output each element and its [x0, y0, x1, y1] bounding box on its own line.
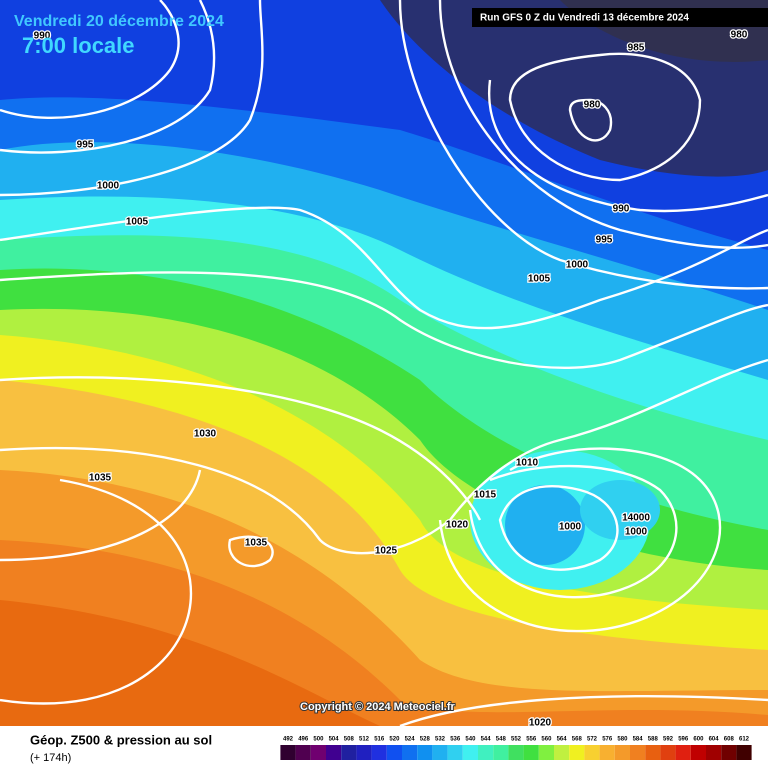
isobar-label: 990	[34, 31, 51, 42]
scale-swatch	[630, 745, 646, 760]
color-scale: 492 496 500 504 508 512 516 520 524 528 532 536 540 5…	[280, 737, 752, 760]
isobar-label: 1015	[474, 490, 497, 501]
scale-swatch	[645, 745, 661, 760]
isobar-label: 1000	[97, 181, 120, 192]
scale-swatch	[478, 745, 494, 760]
scale-label: 576	[602, 737, 613, 743]
footer-title: Géop. Z500 & pression au sol	[30, 732, 212, 747]
isobar-label: 990	[613, 204, 630, 215]
scale-swatch	[706, 745, 722, 760]
scale-label: 596	[678, 737, 689, 743]
isobar-label: 14000	[622, 513, 650, 524]
run-info: Run GFS 0 Z du Vendredi 13 décembre 2024	[480, 13, 689, 24]
scale-label: 568	[572, 737, 583, 743]
scale-swatch	[310, 745, 326, 760]
scale-label: 592	[663, 737, 674, 743]
isobar-label: 980	[731, 30, 748, 41]
isobar-label: 1005	[528, 274, 551, 285]
isobars	[0, 0, 768, 705]
scale-swatch	[660, 745, 676, 760]
scale-label: 584	[633, 737, 644, 743]
scale-swatch	[721, 745, 737, 760]
scale-label: 524	[405, 737, 416, 743]
scale-label: 492	[283, 737, 294, 743]
scale-swatch	[569, 745, 585, 760]
scale-label: 512	[359, 737, 370, 743]
scale-label: 504	[329, 737, 340, 743]
scale-swatch	[356, 745, 372, 760]
scale-swatch	[326, 745, 342, 760]
scale-label: 500	[313, 737, 324, 743]
scale-swatch	[736, 745, 752, 760]
scale-swatch	[599, 745, 615, 760]
scale-label: 580	[617, 737, 628, 743]
scale-swatch	[417, 745, 433, 760]
forecast-time: 7:00 locale	[22, 33, 135, 58]
scale-label: 536	[450, 737, 461, 743]
scale-label: 564	[557, 737, 568, 743]
scale-swatch	[614, 745, 630, 760]
scale-swatch	[371, 745, 387, 760]
scale-swatch	[538, 745, 554, 760]
isobar-label: 995	[77, 140, 94, 151]
isobar-label: 995	[596, 235, 613, 246]
scale-swatch	[462, 745, 478, 760]
scale-label: 588	[648, 737, 659, 743]
scale-swatch	[584, 745, 600, 760]
scale-label: 608	[724, 737, 735, 743]
scale-label: 520	[389, 737, 400, 743]
isobar-label: 1010	[516, 458, 539, 469]
run-box	[472, 8, 768, 27]
scale-swatch	[341, 745, 357, 760]
footer-lead: (+ 174h)	[30, 752, 71, 764]
scale-label: 560	[541, 737, 552, 743]
scale-label: 556	[526, 737, 537, 743]
scale-label: 516	[374, 737, 385, 743]
isobar-label: 1000	[625, 527, 648, 538]
scale-label: 552	[511, 737, 522, 743]
isobar-label: 1000	[566, 260, 589, 271]
isobar-label: 1000	[559, 522, 582, 533]
scale-swatch	[280, 745, 296, 760]
scale-label: 612	[739, 737, 750, 743]
scale-label: 548	[496, 737, 507, 743]
scale-swatch	[554, 745, 570, 760]
scale-label: 540	[465, 737, 476, 743]
forecast-date: Vendredi 20 décembre 2024	[14, 13, 224, 30]
scale-label: 604	[709, 737, 720, 743]
isobar-label: 1020	[446, 520, 469, 531]
scale-label: 528	[420, 737, 431, 743]
scale-swatch	[386, 745, 402, 760]
isobar-label: 1030	[194, 429, 217, 440]
scale-label: 496	[298, 737, 309, 743]
isobar-labels: 990 995 1000 1005 985 980 980 990 995 1000 1005 103…	[32, 28, 749, 730]
scale-swatch	[690, 745, 706, 760]
isobar-label: 980	[584, 100, 601, 111]
isobar-label: 1005	[126, 217, 149, 228]
scale-swatch	[508, 745, 524, 760]
isobar-label: 1025	[375, 546, 398, 557]
scale-swatch	[432, 745, 448, 760]
scale-label: 532	[435, 737, 446, 743]
isobar-label: 985	[628, 43, 645, 54]
scale-label: 544	[481, 737, 492, 743]
scale-swatch	[447, 745, 463, 760]
scale-swatch	[493, 745, 509, 760]
pressure-field	[0, 0, 768, 726]
scale-swatch	[675, 745, 691, 760]
scale-label: 600	[693, 737, 704, 743]
scale-swatch	[402, 745, 418, 760]
scale-swatch	[523, 745, 539, 760]
isobar-label: 1035	[89, 473, 112, 484]
scale-label: 572	[587, 737, 598, 743]
scale-label: 508	[344, 737, 355, 743]
scale-swatch	[295, 745, 311, 760]
isobar-label: 1035	[245, 538, 268, 549]
copyright: Copyright © 2024 Meteociel.fr	[300, 701, 456, 713]
